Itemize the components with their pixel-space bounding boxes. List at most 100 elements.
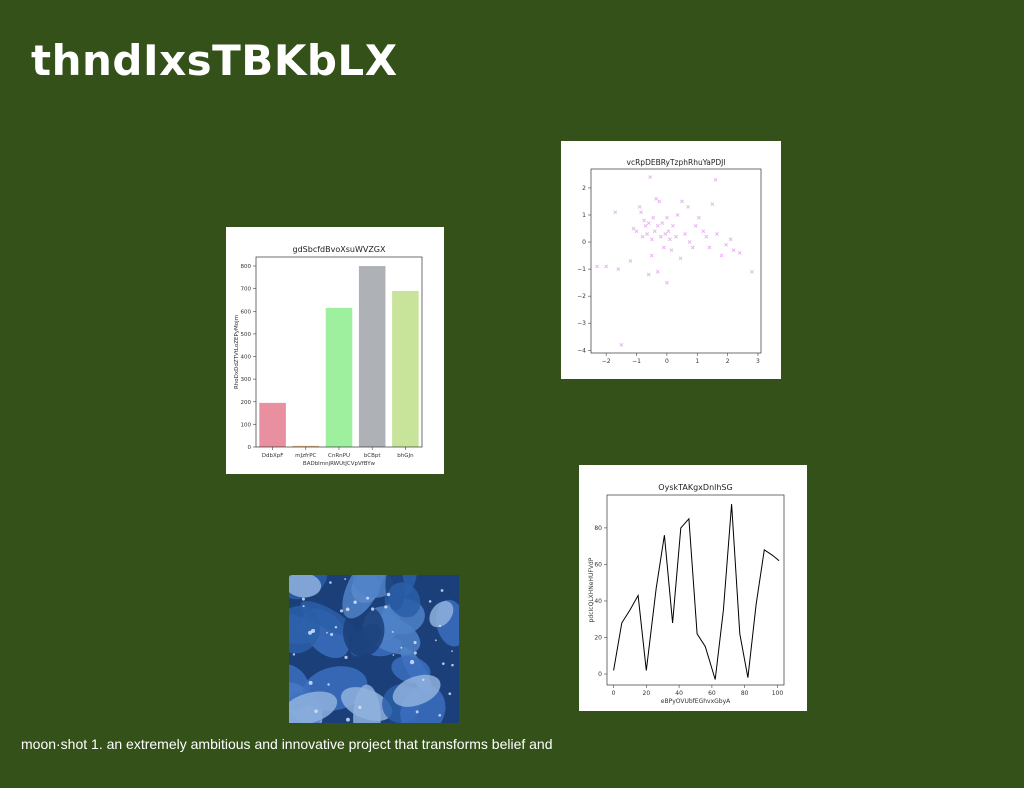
scatter-xtick-label-1: −1 (632, 358, 641, 365)
scatter-point-56 (749, 269, 754, 274)
bar-plot-frame (255, 256, 423, 448)
droplet-35 (392, 654, 395, 656)
scatter-xtick-label-2: 0 (665, 358, 669, 365)
scatter-xtick-label-5: 3 (756, 358, 760, 365)
scatter-plot-frame (590, 168, 762, 354)
bar-ytick-label-8: 800 (241, 264, 252, 270)
bar-xlabel: BADblmnjRWUtJCVpVfBYw (303, 461, 376, 467)
droplet-26 (308, 630, 313, 635)
bar-xtick-label-4: bhGJn (397, 453, 414, 459)
leaf-30 (342, 575, 386, 619)
droplet-12 (308, 680, 313, 685)
scatter-point-11 (642, 218, 647, 223)
scatter-point-33 (669, 248, 674, 253)
scatter-point-41 (687, 240, 692, 244)
bar-chart-card: gdSbcfdBvoXsuWVZGX 0 100 200 300 400 500 600 700… (226, 227, 444, 474)
leaf-31 (392, 674, 441, 707)
droplet-34 (346, 717, 350, 722)
droplet-31 (434, 639, 437, 642)
droplet-38 (384, 605, 388, 609)
scatter-point-19 (651, 215, 656, 220)
line-chart-title: OyskTAKgxDnlhSG (658, 483, 732, 492)
bar-xtick-label-3: bCBpt (364, 453, 382, 459)
scatter-chart-title: vcRpDEBRyTzphRhuYaPDJl (627, 158, 726, 167)
scatter-point-3 (616, 267, 621, 272)
bar-ylabel: RhoDxDdZTVtLoZEPyMojm (234, 315, 240, 389)
bar-ytick-label-0: 0 (248, 445, 252, 451)
droplet-30 (415, 710, 419, 714)
droplet-16 (438, 713, 442, 717)
scatter-point-5 (628, 259, 633, 263)
droplet-28 (391, 630, 394, 633)
scatter-point-54 (731, 248, 736, 253)
droplet-17 (448, 692, 452, 696)
droplet-32 (438, 624, 442, 628)
scatter-point-10 (640, 234, 645, 239)
scatter-point-4 (619, 342, 624, 347)
scatter-point-15 (646, 272, 651, 277)
scatter-point-42 (690, 245, 695, 250)
leaf-25 (289, 575, 322, 598)
scatter-point-55 (737, 250, 742, 255)
scatter-point-51 (719, 253, 724, 258)
scatter-point-43 (693, 223, 698, 228)
scatter-point-29 (664, 280, 669, 285)
scatter-xtick-label-4: 2 (726, 358, 730, 365)
scatter-point-27 (661, 245, 666, 250)
droplet-2 (327, 683, 330, 686)
leaf-27 (289, 691, 338, 723)
line-xtick-label-3: 60 (708, 690, 716, 697)
droplet-8 (344, 578, 347, 580)
scatter-point-16 (648, 175, 653, 180)
droplet-10 (440, 589, 444, 592)
line-series (613, 504, 780, 680)
bar-ytick-label-1: 100 (241, 422, 252, 428)
scatter-point-23 (655, 269, 660, 274)
line-ytick-label-4: 80 (594, 525, 602, 532)
scatter-point-22 (655, 223, 660, 228)
scatter-point-1 (604, 264, 609, 269)
scatter-ytick-label-5: 1 (582, 212, 586, 219)
scatter-point-40 (686, 204, 691, 209)
line-ytick-label-3: 60 (594, 561, 602, 568)
bar-1 (292, 445, 320, 447)
bar-ytick-label-2: 200 (241, 400, 252, 406)
droplet-24 (451, 663, 454, 667)
scatter-point-17 (649, 237, 654, 242)
scatter-point-53 (728, 237, 733, 242)
bar-xtick-label-1: mJzfrPC (295, 453, 316, 459)
droplet-21 (314, 709, 318, 713)
scatter-point-6 (631, 226, 636, 231)
scatter-point-21 (654, 196, 659, 201)
droplet-19 (409, 659, 415, 665)
scatter-point-30 (664, 215, 669, 220)
droplet-1 (353, 600, 357, 604)
scatter-ytick-label-1: −3 (577, 320, 586, 327)
droplet-0 (451, 650, 453, 652)
scatter-ytick-label-4: 0 (582, 239, 586, 246)
droplet-15 (370, 607, 375, 611)
scatter-point-14 (646, 221, 651, 226)
droplet-4 (428, 600, 432, 603)
scatter-point-20 (652, 229, 657, 234)
scatter-point-44 (696, 215, 701, 220)
bar-chart: gdSbcfdBvoXsuWVZGX 0 100 200 300 400 500 600 700… (234, 245, 423, 467)
slide-title: thndIxsTBKbLX (31, 36, 398, 85)
droplet-22 (422, 678, 425, 681)
scatter-point-0 (595, 264, 599, 269)
bar-4 (392, 290, 419, 447)
droplet-29 (310, 628, 316, 634)
droplet-25 (344, 655, 348, 659)
bar-0 (259, 402, 286, 447)
scatter-ytick-label-2: −2 (577, 293, 586, 300)
droplet-6 (301, 597, 305, 601)
leaves-photo (289, 575, 459, 723)
scatter-point-7 (634, 229, 639, 234)
droplet-13 (292, 653, 296, 656)
line-chart-card: OyskTAKgxDnlhSG 0 20 40 60 80 0 20 40 60 80 100 eBPy… (579, 465, 807, 711)
scatter-point-25 (658, 234, 663, 239)
line-xtick-label-2: 40 (675, 690, 683, 697)
bar-ytick-label-5: 500 (241, 332, 252, 338)
bar-xtick-label-0: DdbXpF (262, 453, 284, 459)
droplet-7 (330, 632, 334, 637)
